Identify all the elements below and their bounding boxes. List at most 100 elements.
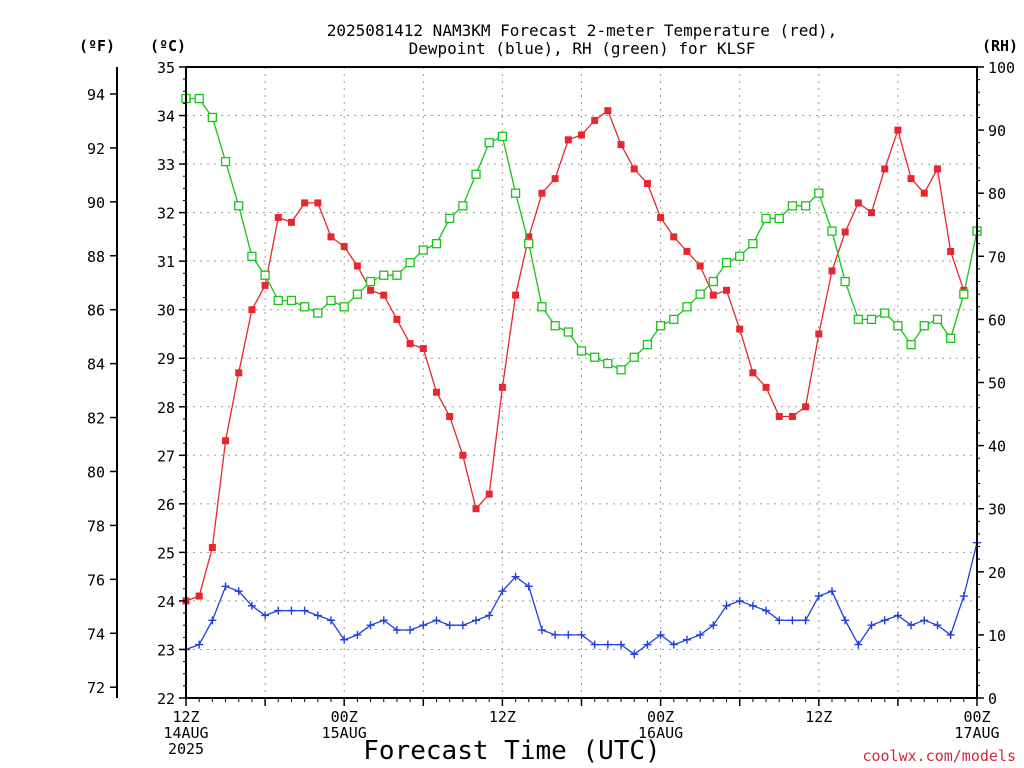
rh-point <box>893 321 903 331</box>
temperature-point <box>222 437 230 445</box>
celsius-tick-label: 32 <box>157 205 175 223</box>
dewpoint-point <box>261 611 270 620</box>
chart-series <box>181 93 982 659</box>
temperature-point <box>578 131 585 139</box>
rh-unit-label: (RH) <box>982 37 1018 55</box>
rh-point <box>352 289 363 299</box>
rh-line <box>186 97 978 371</box>
fahrenheit-unit-label: (ºF) <box>79 37 115 55</box>
x-tick-label: 15AUG <box>322 724 367 742</box>
rh-point <box>537 302 547 312</box>
dewpoint-point <box>682 635 691 644</box>
rh-point <box>959 289 969 299</box>
rh-tick-label: 0 <box>988 690 997 708</box>
temperature-point <box>446 412 454 420</box>
rh-point <box>682 302 692 312</box>
temperature-point <box>604 107 612 115</box>
temperature-point <box>657 213 665 221</box>
temperature-point <box>393 315 401 323</box>
x-tick-label: 00Z <box>647 708 674 726</box>
temperature-point <box>907 175 915 183</box>
dewpoint-point <box>195 640 204 649</box>
temperature-point <box>406 340 414 348</box>
chart-grid <box>186 67 977 698</box>
fahrenheit-tick-label: 92 <box>87 140 105 158</box>
rh-point <box>510 188 521 198</box>
temperature-point <box>538 189 546 197</box>
dewpoint-point <box>603 640 612 649</box>
rh-tick-label: 60 <box>988 311 1006 329</box>
rh-tick-label: 50 <box>988 375 1006 393</box>
dewpoint-point <box>709 621 718 630</box>
x-axis-title: Forecast Time (UTC) <box>363 736 660 766</box>
dewpoint-point <box>735 596 744 605</box>
rh-point <box>220 156 231 167</box>
celsius-tick-label: 30 <box>157 302 175 320</box>
dewpoint-point <box>748 601 757 610</box>
dewpoint-point <box>445 621 454 630</box>
temperature-point <box>762 383 770 391</box>
rh-point <box>299 302 310 312</box>
temperature-point <box>472 505 480 513</box>
dewpoint-point <box>379 616 388 625</box>
dewpoint-point <box>590 640 599 649</box>
rh-point <box>524 239 534 249</box>
fahrenheit-tick-label: 80 <box>87 463 105 481</box>
dewpoint-point <box>959 592 968 601</box>
rh-point <box>273 295 283 306</box>
rh-point <box>365 276 376 287</box>
rh-point <box>695 289 705 299</box>
temperature-point <box>881 165 889 173</box>
dewpoint-point <box>340 635 349 644</box>
celsius-tick-label: 27 <box>157 447 175 465</box>
temperature-point <box>380 291 388 299</box>
rh-point <box>445 213 455 224</box>
temperature-point <box>749 369 757 377</box>
temperature-point <box>459 451 467 459</box>
celsius-tick-label: 35 <box>157 59 175 77</box>
temperature-point <box>340 243 348 251</box>
dewpoint-point <box>472 616 481 625</box>
temperature-point <box>894 126 902 134</box>
rh-point <box>787 201 798 211</box>
rh-point <box>550 321 560 331</box>
rh-point <box>286 295 297 306</box>
rh-point <box>945 333 956 343</box>
dewpoint-point <box>920 616 929 625</box>
rh-point <box>326 295 336 306</box>
rh-point <box>853 314 863 325</box>
rh-tick-label: 20 <box>988 564 1006 582</box>
dewpoint-point <box>841 616 850 625</box>
rh-point <box>919 321 929 331</box>
rh-point <box>814 188 824 198</box>
fahrenheit-tick-label: 74 <box>87 625 105 643</box>
temperature-line <box>185 109 965 602</box>
dewpoint-point <box>946 630 955 639</box>
dewpoint-point <box>656 630 665 639</box>
dewpoint-point <box>392 626 401 635</box>
rh-point <box>392 270 402 280</box>
temperature-point <box>617 141 625 149</box>
x-tick-label: 16AUG <box>638 724 683 742</box>
rh-tick-label: 40 <box>988 438 1006 456</box>
temperature-point <box>802 403 810 411</box>
rh-point <box>405 257 415 268</box>
dewpoint-point <box>696 630 705 639</box>
dewpoint-point <box>577 630 586 639</box>
dewpoint-point <box>788 616 797 625</box>
rh-point <box>431 239 442 249</box>
dewpoint-point <box>234 587 243 596</box>
rh-point <box>735 251 745 261</box>
temperature-point <box>564 136 572 144</box>
rh-tick-label: 100 <box>988 59 1015 77</box>
dewpoint-point <box>801 616 810 625</box>
temperature-point <box>788 412 796 420</box>
x-tick-label: 12Z <box>172 708 199 726</box>
temperature-point <box>947 247 955 255</box>
rh-point <box>840 276 850 287</box>
celsius-tick-label: 23 <box>157 641 175 659</box>
dewpoint-point <box>880 616 889 625</box>
temperature-point <box>195 592 203 600</box>
rh-point <box>827 226 837 236</box>
temperature-point <box>551 175 559 183</box>
